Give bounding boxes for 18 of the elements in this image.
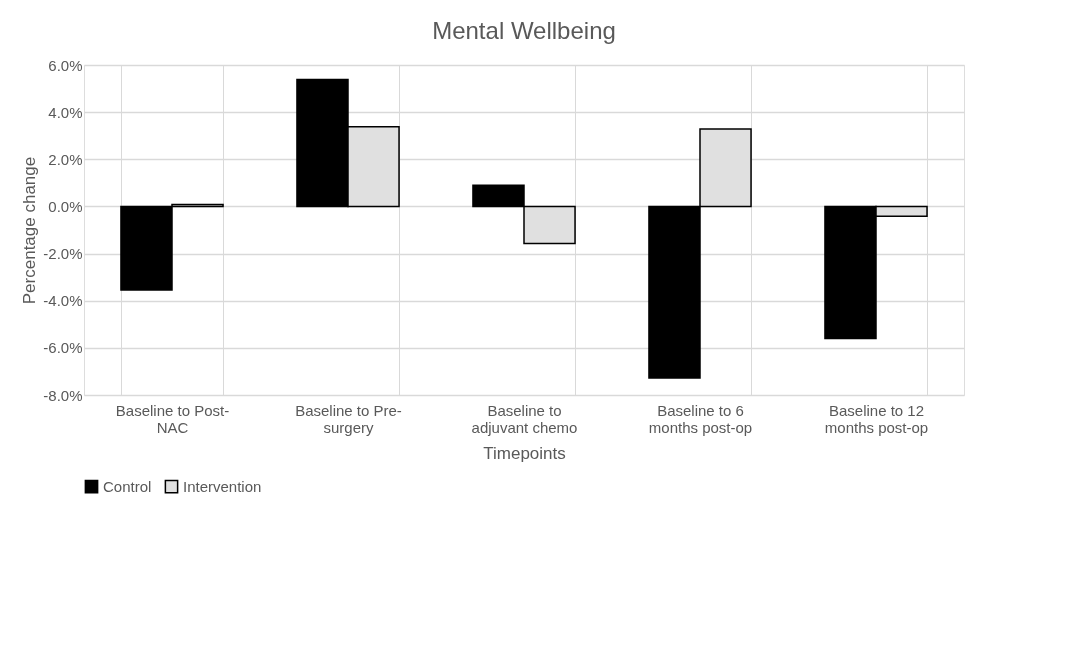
x-tick-label: Baseline to Pre-surgery (295, 401, 402, 436)
legend-label: Control (103, 477, 152, 495)
y-tick-label: 0.0% (48, 197, 83, 215)
y-tick-label: -6.0% (43, 339, 83, 357)
x-tick-label: Baseline to 12 months post-op (824, 401, 929, 436)
y-axis-title: Percentage change (20, 156, 40, 305)
chart-title: Mental Wellbeing (432, 17, 616, 44)
x-axis-title: Timepoints (483, 443, 566, 463)
legend-label: Intervention (183, 477, 262, 495)
y-tick-label: -2.0% (43, 245, 83, 263)
y-tick-label: 6.0% (48, 56, 83, 74)
x-tick-label: Baseline to adjuvant chemo (471, 401, 578, 436)
y-tick-label: 4.0% (48, 103, 83, 121)
y-tick-label: -8.0% (43, 386, 83, 404)
y-tick-label: -4.0% (43, 292, 83, 310)
x-tick-label: Baseline to Post-NAC (115, 401, 230, 436)
x-tick-label: Baseline to 6 months post-op (648, 401, 753, 436)
y-tick-label: 2.0% (48, 150, 83, 168)
